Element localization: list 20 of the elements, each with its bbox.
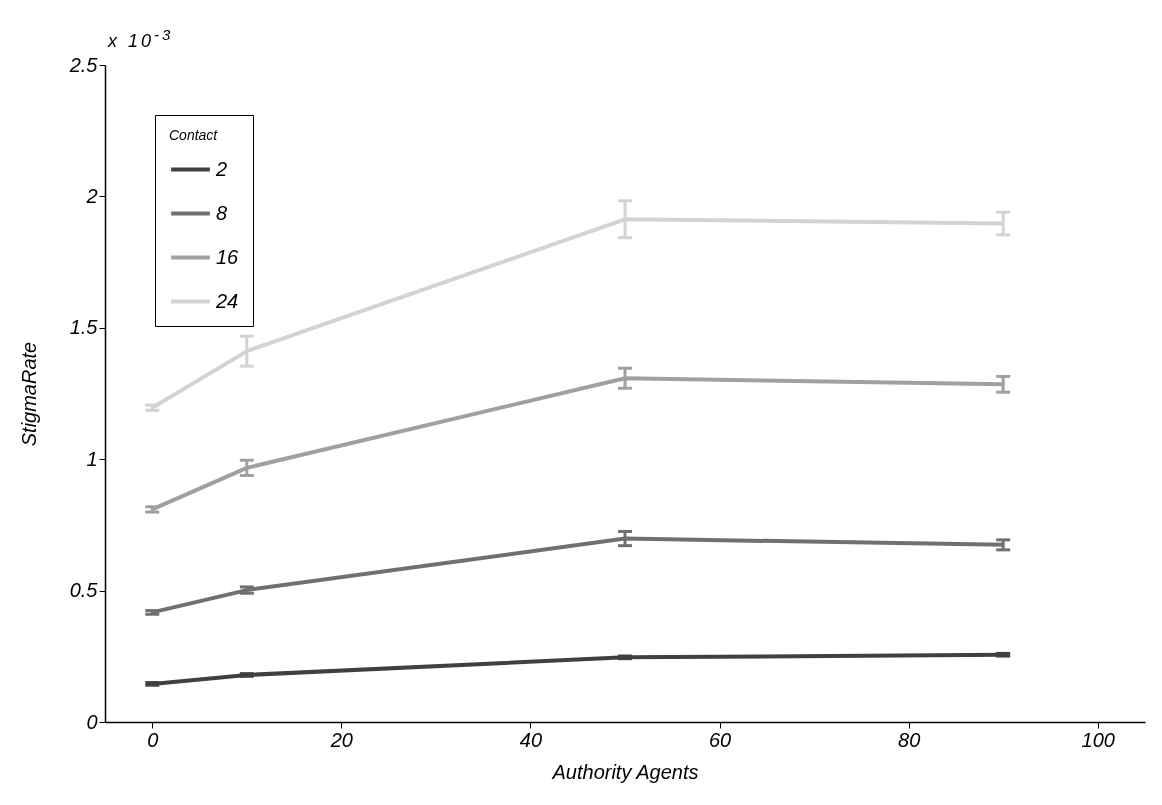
x-axis-title: Authority Agents xyxy=(551,760,699,783)
legend-label: 24 xyxy=(215,289,239,312)
legend-label: 8 xyxy=(216,201,228,224)
x-tick-label: 0 xyxy=(147,728,159,751)
y-tick-label: 1 xyxy=(86,447,98,470)
legend-title: Contact xyxy=(169,127,219,143)
y-axis-title: StigmaRate xyxy=(17,341,40,447)
x-tick-label: 60 xyxy=(708,728,732,751)
x-tick-label: 100 xyxy=(1081,728,1115,751)
y-tick-label: 2.5 xyxy=(68,53,99,76)
x-tick-label: 40 xyxy=(519,728,543,751)
y-tick-label: 2 xyxy=(85,184,98,207)
y-tick-label: 0.5 xyxy=(69,579,99,602)
legend-label: 16 xyxy=(216,245,240,268)
x-tick-label: 20 xyxy=(329,728,353,751)
y-tick-label: 1.5 xyxy=(69,316,99,339)
y-tick-label: 0 xyxy=(86,710,98,733)
legend-label: 2 xyxy=(215,157,228,180)
text: x 10$^{-3}$ xyxy=(108,26,174,52)
x-tick-label: 80 xyxy=(898,728,921,751)
